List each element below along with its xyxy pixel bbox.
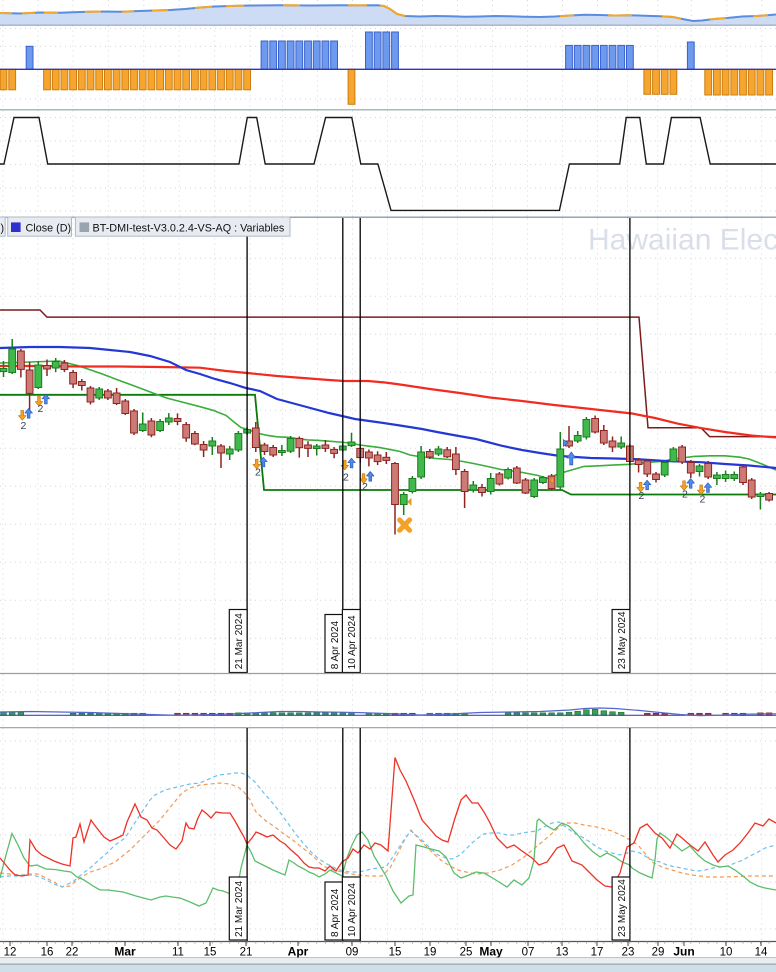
svg-text:21 Mar 2024: 21 Mar 2024 [234,880,245,937]
svg-text:2: 2 [21,420,27,432]
svg-text:17: 17 [591,947,604,959]
svg-text:15: 15 [204,947,217,959]
svg-text:23 May 2024: 23 May 2024 [617,611,628,669]
svg-text:10 Apr 2024: 10 Apr 2024 [347,883,358,937]
svg-text:07: 07 [522,947,535,959]
svg-text:Close (D): Close (D) [26,222,72,234]
svg-text:): ) [1,222,5,234]
svg-text:21: 21 [240,947,253,959]
svg-text:2: 2 [639,490,645,502]
svg-text:Hawaiian Electric: Hawaiian Electric [588,224,776,257]
svg-text:Apr: Apr [288,945,309,959]
svg-text:13: 13 [556,947,569,959]
svg-text:2: 2 [38,403,44,415]
svg-text:8 Apr 2024: 8 Apr 2024 [330,888,341,937]
svg-text:19: 19 [424,947,437,959]
svg-text:2: 2 [343,472,349,484]
svg-text:2: 2 [700,494,706,506]
svg-text:22: 22 [66,947,79,959]
svg-text:10: 10 [720,947,733,959]
svg-text:2: 2 [362,481,368,493]
svg-text:Jun: Jun [673,945,694,959]
svg-text:8 Apr 2024: 8 Apr 2024 [330,620,341,669]
svg-text:09: 09 [346,947,359,959]
svg-text:16: 16 [41,947,54,959]
svg-text:14: 14 [755,947,768,959]
svg-text:BT-DMI-test-V3.0.2.4-VS-AQ : V: BT-DMI-test-V3.0.2.4-VS-AQ : Variables [93,222,285,234]
svg-text:15: 15 [389,947,402,959]
svg-text:2: 2 [682,489,688,501]
svg-text:21 Mar 2024: 21 Mar 2024 [234,613,245,670]
svg-text:29: 29 [652,947,665,959]
svg-text:2: 2 [255,467,261,479]
svg-text:25: 25 [460,947,473,959]
svg-text:Mar: Mar [114,945,136,959]
svg-text:10 Apr 2024: 10 Apr 2024 [347,615,358,669]
svg-text:May: May [479,945,503,959]
svg-text:12: 12 [4,947,17,959]
svg-text:23 May 2024: 23 May 2024 [617,879,628,937]
svg-text:11: 11 [172,947,184,959]
svg-text:23: 23 [622,947,635,959]
